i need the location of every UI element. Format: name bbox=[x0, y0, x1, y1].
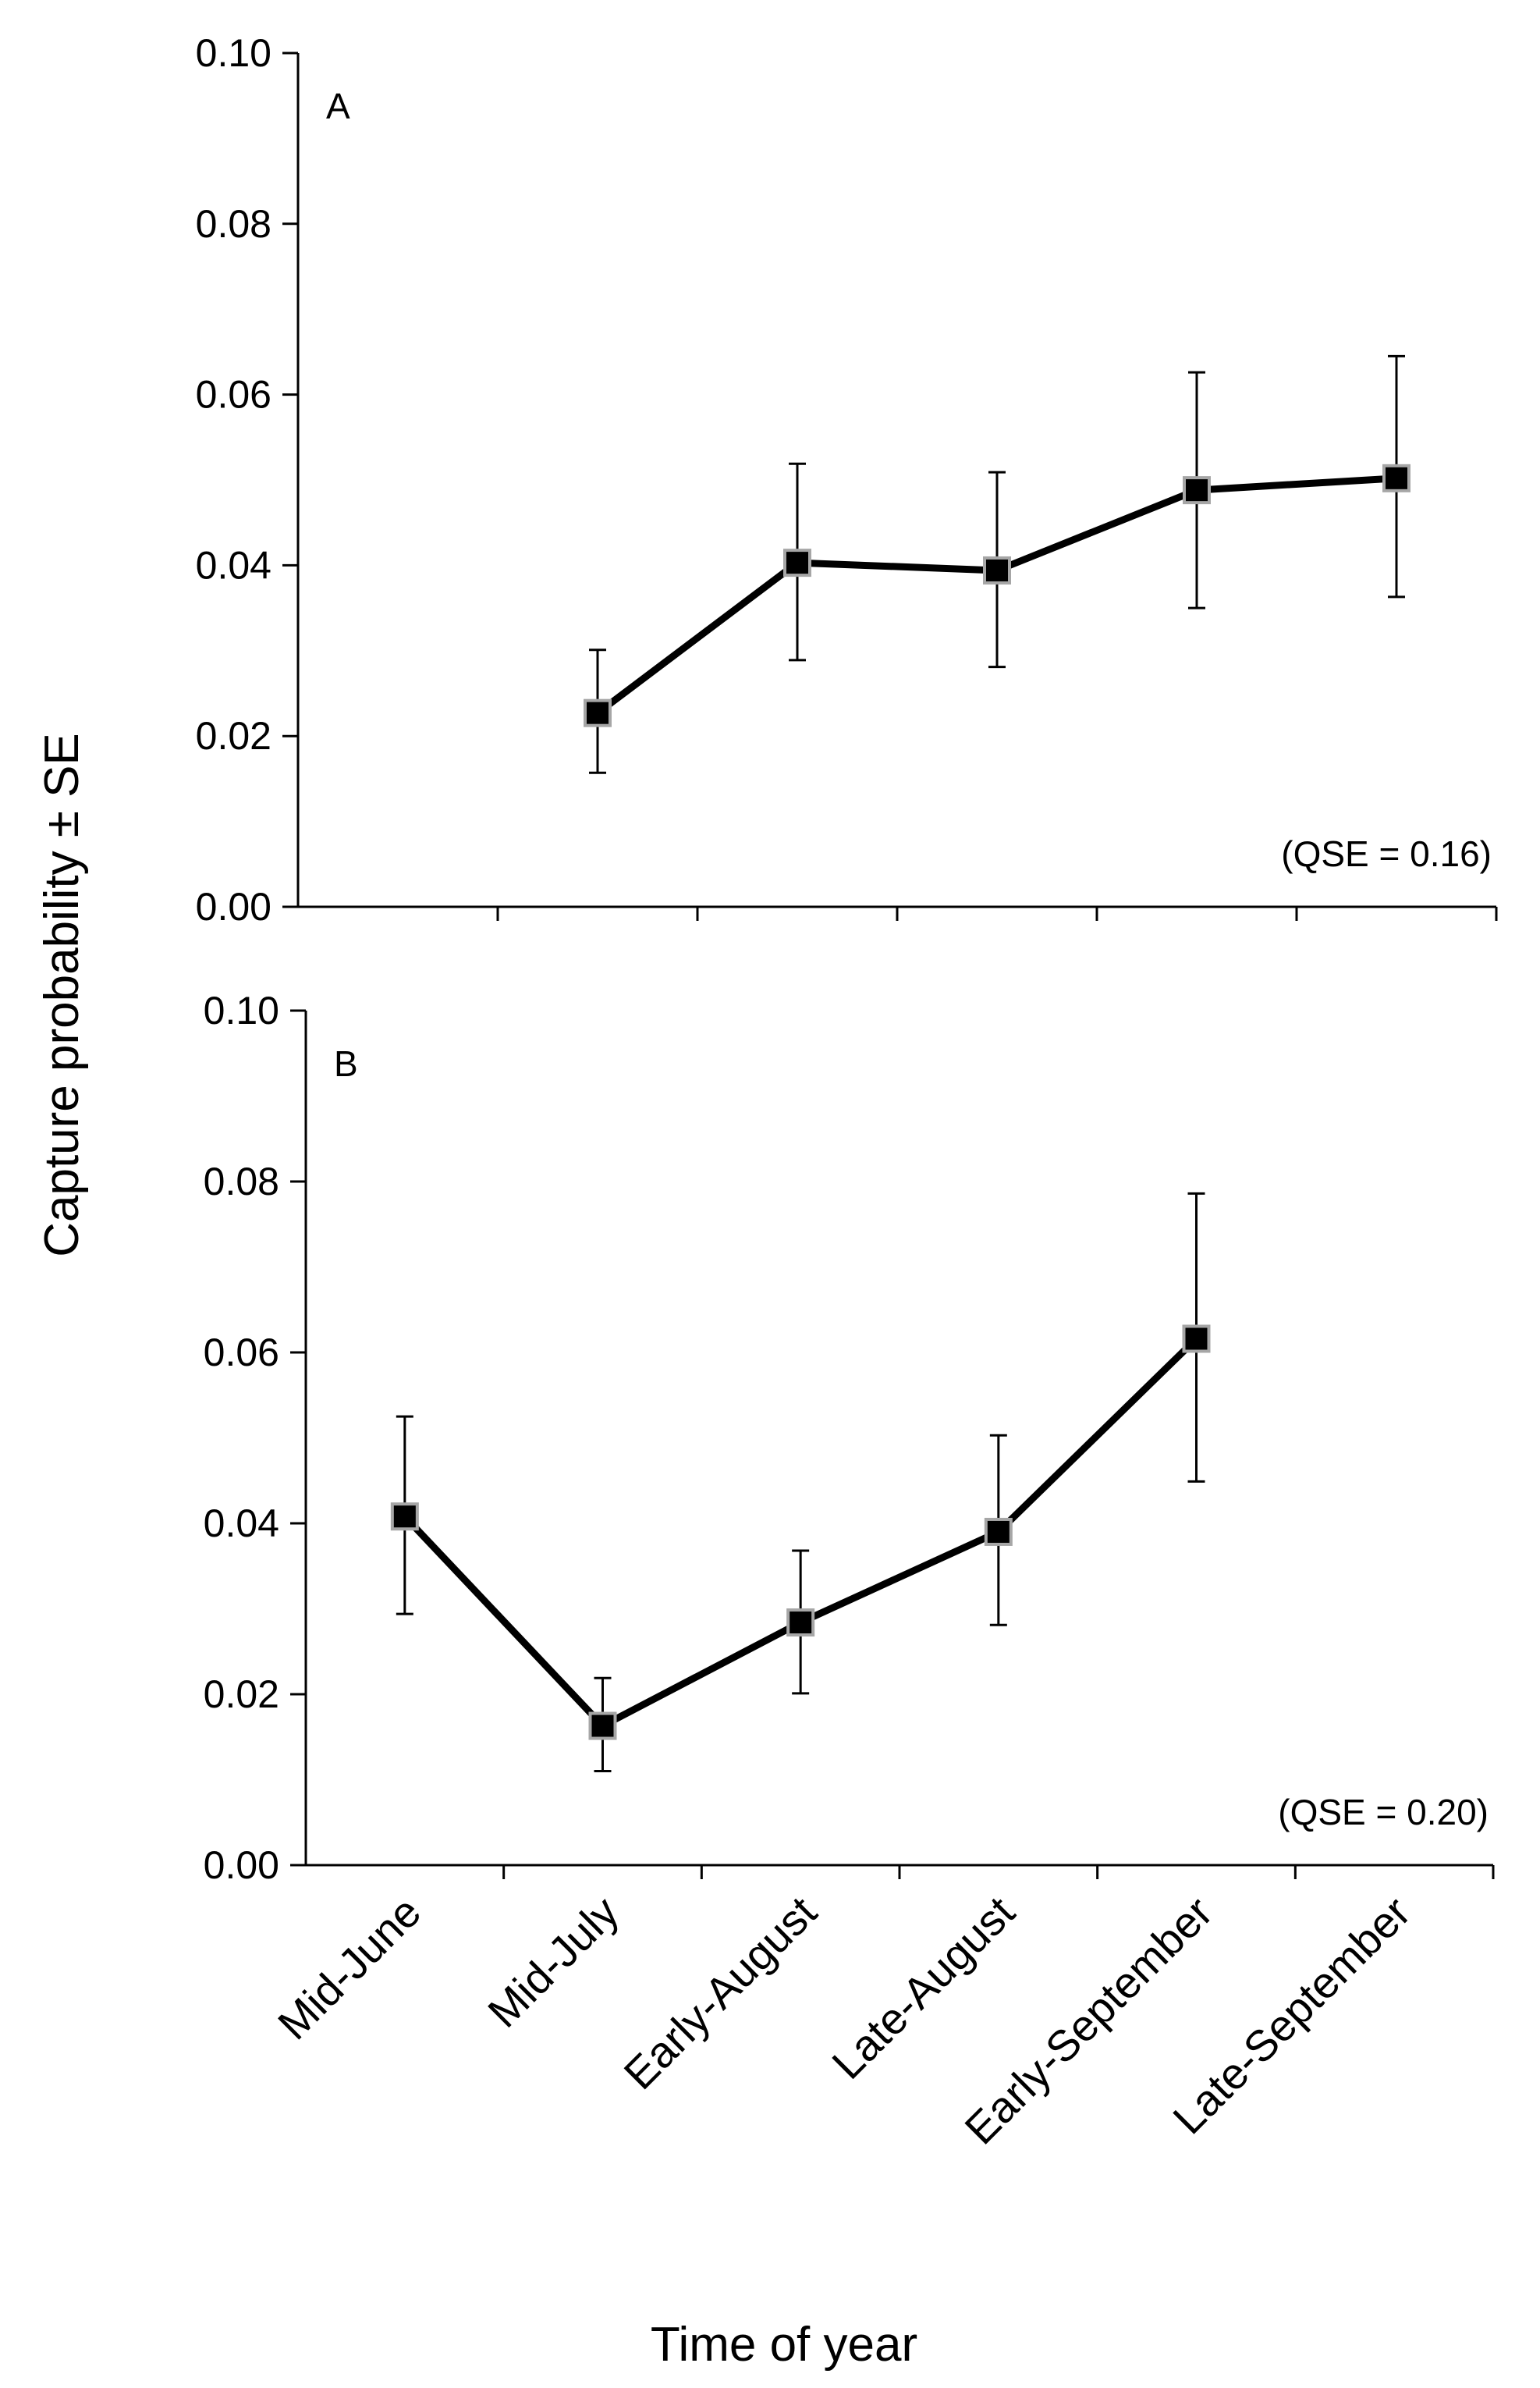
panel-label-a: A bbox=[326, 86, 350, 126]
y-tick-label: 0.04 bbox=[196, 543, 271, 587]
y-tick-label: 0.00 bbox=[196, 885, 271, 929]
data-point bbox=[390, 1502, 419, 1531]
panel-a-y-tick-labels: 0.00 0.02 0.04 0.06 0.08 0.10 bbox=[196, 31, 271, 929]
y-tick-label: 0.10 bbox=[196, 31, 271, 75]
qse-annotation-a: (QSE = 0.16) bbox=[1281, 833, 1492, 874]
y-tick-label: 0.08 bbox=[204, 1160, 279, 1203]
y-tick-label: 0.02 bbox=[196, 714, 271, 758]
data-point bbox=[983, 556, 1011, 585]
panel-a-series bbox=[584, 354, 1410, 774]
y-axis-title: Capture probability ± SE bbox=[35, 733, 89, 1257]
qse-annotation-b: (QSE = 0.20) bbox=[1278, 1792, 1489, 1832]
panel-label-b: B bbox=[334, 1043, 358, 1084]
y-tick-label: 0.04 bbox=[204, 1501, 279, 1545]
data-point bbox=[1182, 1324, 1211, 1353]
panel-a: 0.00 0.02 0.04 0.06 0.08 0.10 A (QSE = 0… bbox=[196, 31, 1498, 929]
y-tick-label: 0.06 bbox=[204, 1331, 279, 1374]
data-point bbox=[984, 1517, 1013, 1546]
data-point bbox=[1183, 476, 1211, 505]
x-axis-title: Time of year bbox=[651, 2318, 917, 2372]
data-point bbox=[588, 1711, 617, 1740]
panel-a-axes bbox=[282, 52, 1498, 921]
data-point bbox=[786, 1608, 815, 1637]
panel-b-series bbox=[390, 1192, 1211, 1773]
y-tick-label: 0.02 bbox=[204, 1672, 279, 1716]
panel-b: 0.00 0.02 0.04 0.06 0.08 0.10 B (QSE = 0… bbox=[204, 989, 1495, 1887]
data-point bbox=[584, 698, 612, 727]
y-tick-label: 0.06 bbox=[196, 373, 271, 417]
data-point bbox=[1382, 464, 1410, 492]
y-tick-label: 0.10 bbox=[204, 989, 279, 1032]
panel-b-axes bbox=[290, 1009, 1495, 1879]
panel-b-y-tick-labels: 0.00 0.02 0.04 0.06 0.08 0.10 bbox=[204, 989, 279, 1887]
y-tick-label: 0.00 bbox=[204, 1843, 279, 1887]
data-point bbox=[783, 549, 811, 577]
y-tick-label: 0.08 bbox=[196, 202, 271, 246]
